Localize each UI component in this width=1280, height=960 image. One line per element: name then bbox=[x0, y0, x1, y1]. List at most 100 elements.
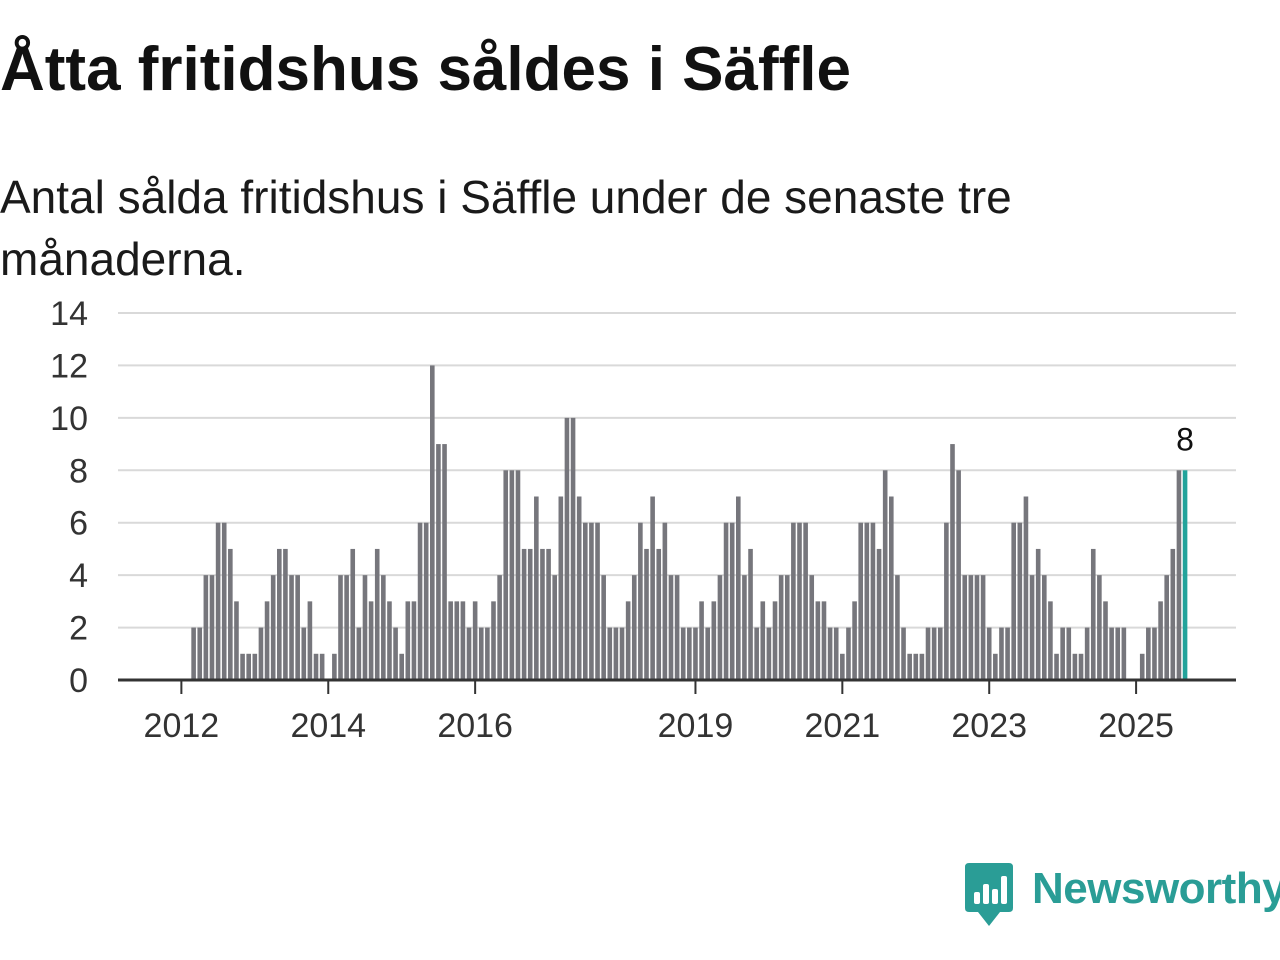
bar bbox=[937, 627, 943, 680]
bar bbox=[1090, 548, 1096, 680]
x-tick-label: 2014 bbox=[290, 707, 366, 745]
bar bbox=[362, 575, 368, 680]
x-tick-label: 2012 bbox=[144, 707, 220, 745]
bar bbox=[1121, 627, 1127, 680]
y-tick-label: 0 bbox=[69, 662, 88, 700]
x-tick-label: 2019 bbox=[658, 707, 734, 745]
bar bbox=[607, 627, 613, 680]
bar bbox=[1152, 627, 1157, 680]
bar bbox=[338, 575, 343, 680]
y-tick-label: 8 bbox=[69, 452, 88, 490]
x-axis-ticks: 2012 2014 2016 2019 2021 2023 2025 bbox=[144, 680, 1174, 745]
bar bbox=[784, 575, 790, 680]
x-tick-label: 2021 bbox=[805, 707, 881, 745]
bar bbox=[1139, 653, 1145, 680]
bar bbox=[999, 627, 1004, 680]
bar bbox=[466, 627, 472, 680]
y-tick-label: 2 bbox=[69, 610, 88, 648]
bar bbox=[540, 548, 545, 680]
bar bbox=[1103, 601, 1108, 680]
bar bbox=[601, 575, 606, 680]
bar bbox=[723, 522, 729, 680]
bar bbox=[625, 601, 631, 680]
bar bbox=[1078, 653, 1084, 680]
bar bbox=[944, 522, 949, 680]
bar bbox=[1109, 627, 1114, 680]
bar bbox=[301, 627, 307, 680]
highlight-bar bbox=[1182, 470, 1188, 680]
bar bbox=[772, 601, 778, 680]
bar bbox=[791, 522, 796, 680]
bar bbox=[460, 601, 466, 680]
y-tick-label: 6 bbox=[69, 505, 88, 543]
bar bbox=[797, 522, 802, 680]
bar bbox=[197, 627, 203, 680]
bar bbox=[644, 548, 649, 680]
bar bbox=[1060, 627, 1065, 680]
bar bbox=[956, 470, 961, 680]
bar bbox=[387, 601, 392, 680]
bar bbox=[638, 522, 643, 680]
newsworthy-logo: Newsworthy bbox=[962, 862, 1280, 928]
bar bbox=[760, 601, 766, 680]
bar bbox=[589, 522, 594, 680]
bar bbox=[882, 470, 888, 680]
bar bbox=[546, 548, 551, 680]
bar bbox=[778, 575, 784, 680]
bar bbox=[968, 575, 974, 680]
bar bbox=[852, 601, 857, 680]
bar bbox=[393, 627, 398, 680]
bar bbox=[454, 601, 460, 680]
bar bbox=[485, 627, 490, 680]
bar bbox=[1097, 575, 1102, 680]
bar bbox=[221, 522, 227, 680]
bar bbox=[583, 522, 588, 680]
bar bbox=[344, 575, 349, 680]
bar bbox=[381, 575, 386, 680]
bar bbox=[283, 548, 288, 680]
bar bbox=[332, 653, 337, 680]
y-tick-label: 14 bbox=[50, 295, 88, 333]
bar bbox=[619, 627, 625, 680]
bar bbox=[399, 653, 404, 680]
bar bbox=[576, 496, 582, 680]
bar bbox=[295, 575, 300, 680]
bar bbox=[717, 575, 723, 680]
bar bbox=[1011, 522, 1016, 680]
bar bbox=[509, 470, 515, 680]
bar bbox=[736, 496, 741, 680]
y-tick-label: 10 bbox=[50, 400, 88, 438]
bar bbox=[962, 575, 968, 680]
bar bbox=[405, 601, 411, 680]
bar bbox=[803, 522, 808, 680]
bar-chart: 0 2 4 6 8 10 12 14 2012 2014 2016 2019 2021 2023 2025… bbox=[50, 295, 1236, 745]
x-tick-label: 2023 bbox=[951, 707, 1027, 745]
bar bbox=[687, 627, 692, 680]
bar bbox=[1017, 522, 1023, 680]
bar bbox=[870, 522, 876, 680]
bar bbox=[240, 653, 245, 680]
bar bbox=[215, 522, 221, 680]
bar bbox=[729, 522, 735, 680]
bar bbox=[356, 627, 362, 680]
bar bbox=[1042, 575, 1047, 680]
bar bbox=[662, 522, 668, 680]
bar bbox=[552, 575, 557, 680]
bar bbox=[766, 627, 772, 680]
bar bbox=[246, 653, 251, 680]
bar bbox=[491, 601, 496, 680]
y-tick-label: 12 bbox=[50, 347, 88, 385]
bar bbox=[503, 470, 509, 680]
bar bbox=[264, 601, 270, 680]
bar bbox=[1164, 575, 1169, 680]
data-labels: 8 bbox=[1173, 418, 1197, 460]
bar bbox=[907, 653, 912, 680]
bar bbox=[1035, 548, 1041, 680]
bar bbox=[1170, 548, 1176, 680]
bar bbox=[846, 627, 851, 680]
chart-title: Åtta fritidshus såldes i Säffle bbox=[0, 35, 851, 104]
bar bbox=[699, 601, 704, 680]
bar bbox=[430, 365, 435, 680]
bar bbox=[827, 627, 833, 680]
bar bbox=[986, 627, 992, 680]
